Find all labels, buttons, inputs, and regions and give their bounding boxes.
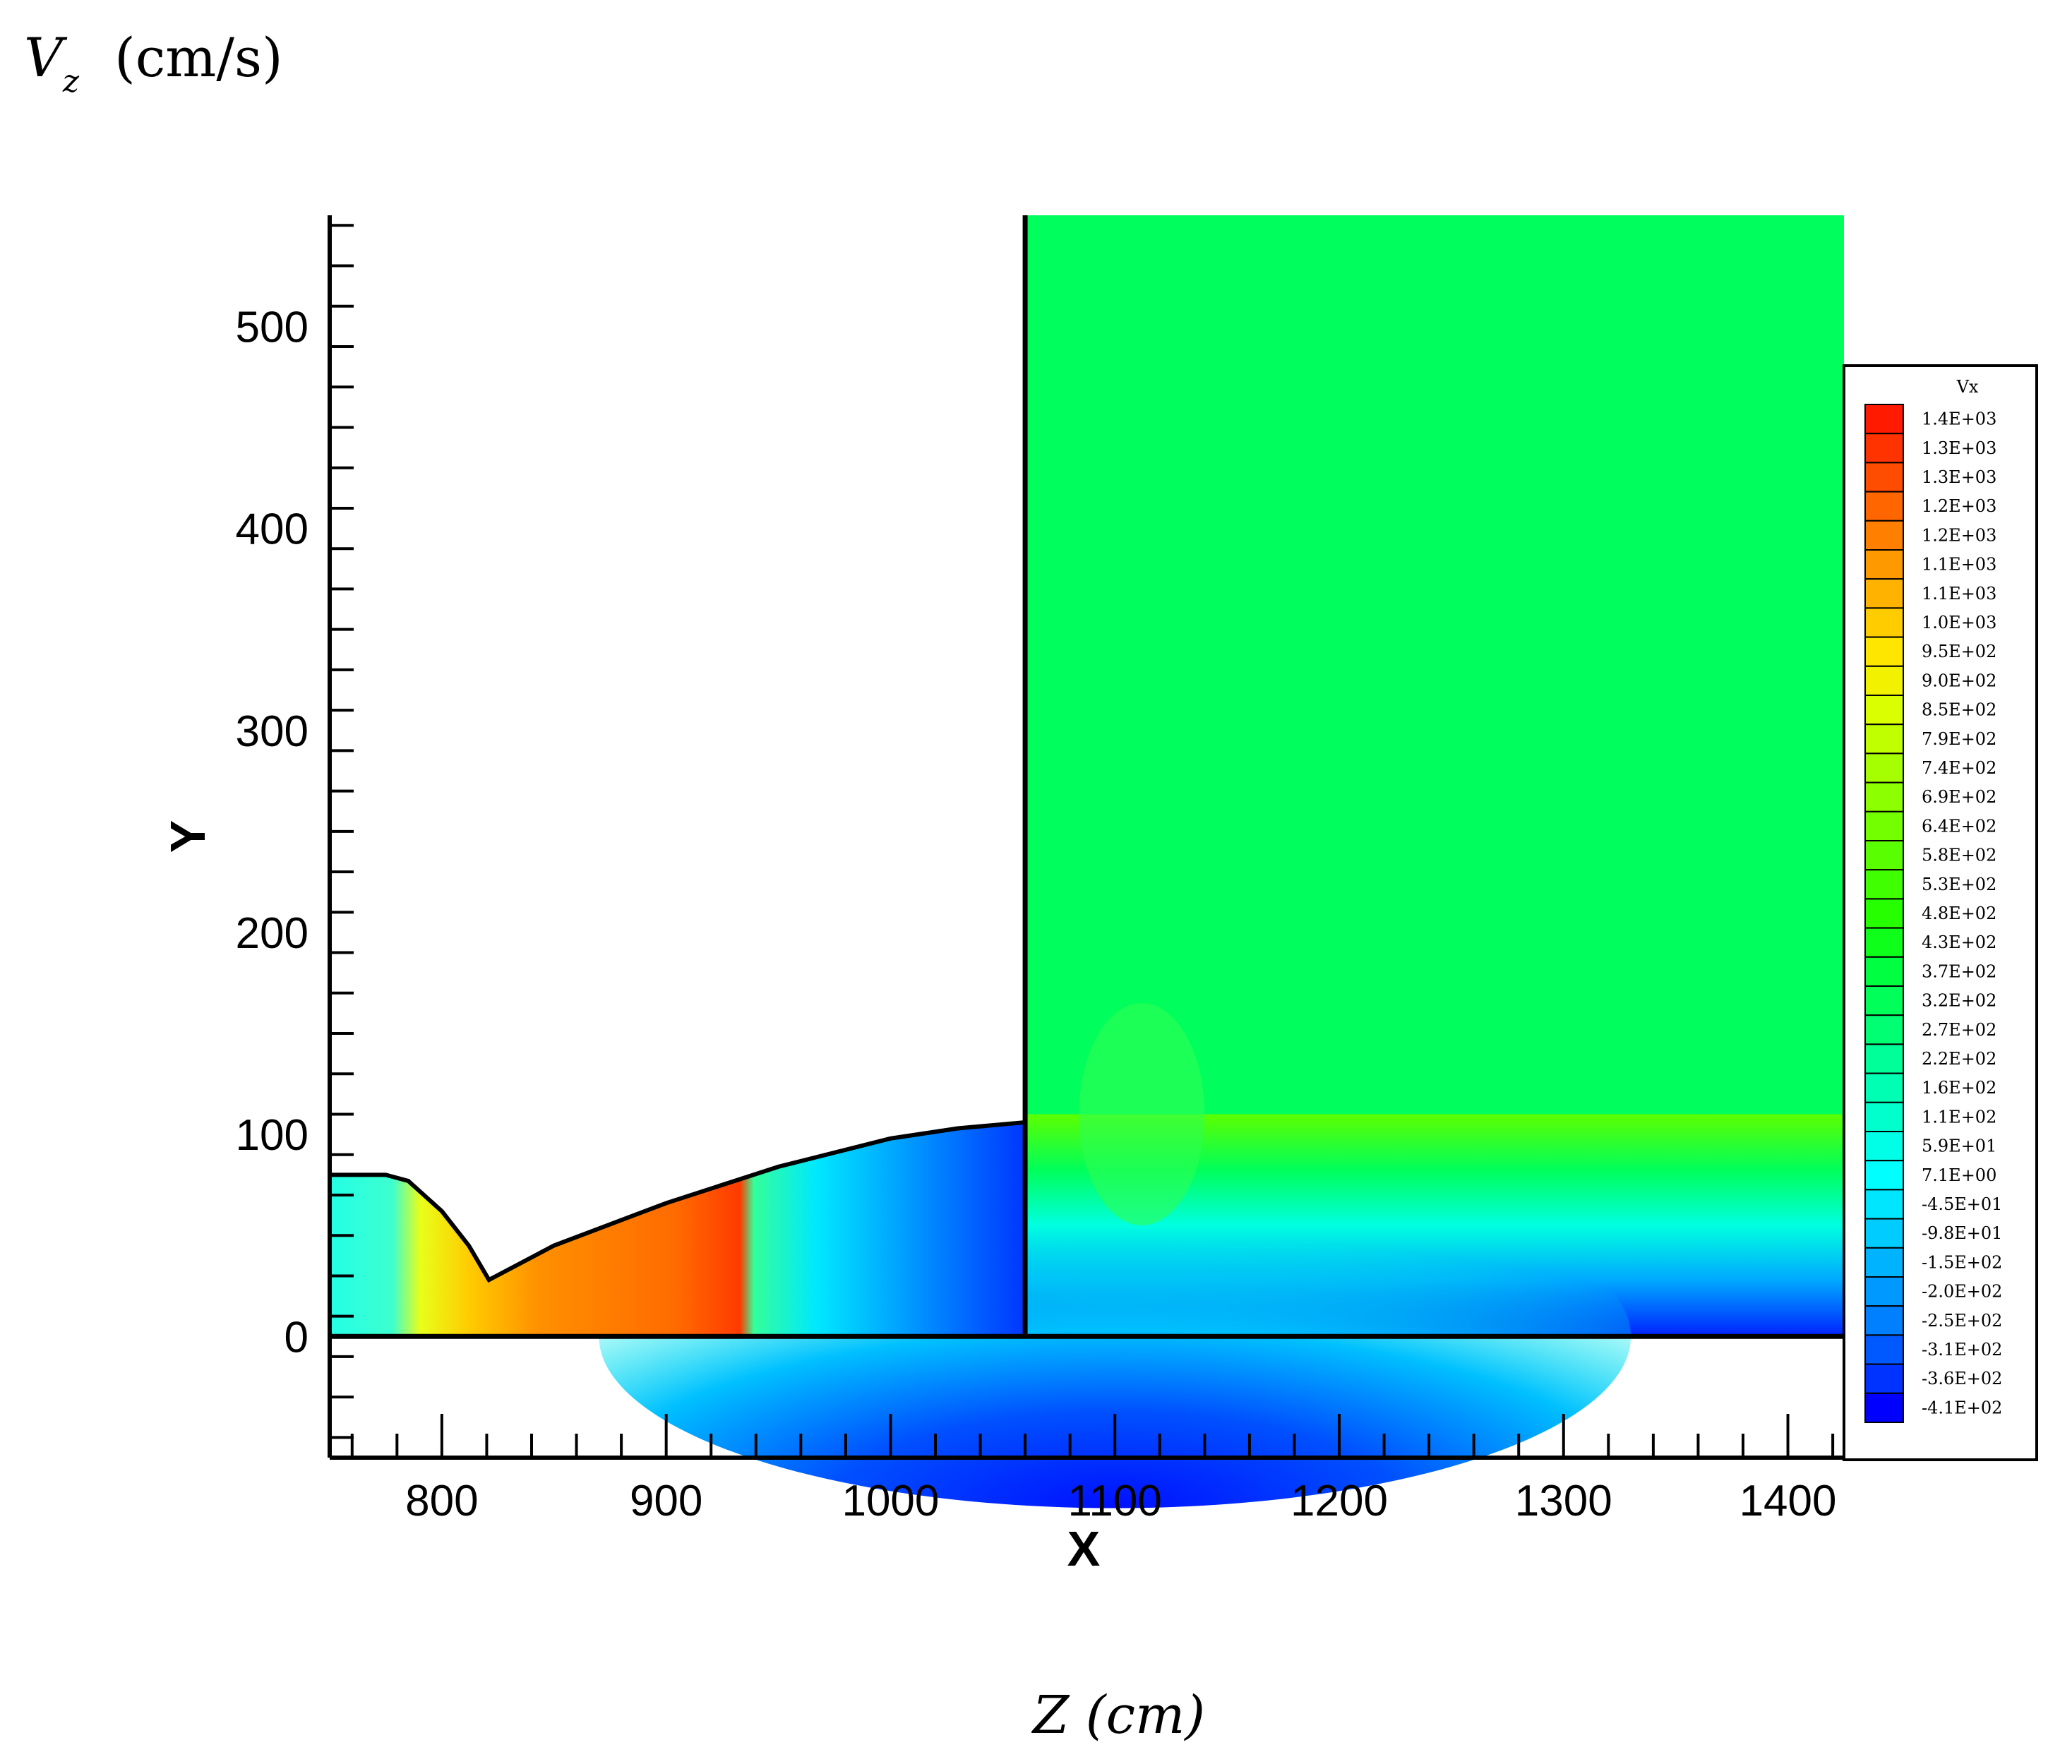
legend-swatch <box>1864 1101 1904 1133</box>
legend-level-label: 1.2E+03 <box>1922 525 1996 545</box>
color-legend: Vx 1.4E+03 1.3E+03 1.3E+03 1.2E+03 1.2E+03 1.1… <box>1843 364 2038 1461</box>
figure-header: Vz (cm/s) <box>24 26 283 100</box>
plume-bump <box>1079 1003 1205 1225</box>
legend-swatch <box>1864 840 1904 871</box>
legend-swatch <box>1864 578 1904 609</box>
legend-swatch <box>1864 781 1904 812</box>
legend-level-label: 1.6E+02 <box>1922 1078 1996 1098</box>
legend-swatch <box>1864 520 1904 551</box>
legend-level-label: -3.1E+02 <box>1922 1340 2002 1360</box>
free-surface-line <box>330 1120 1026 1283</box>
legend-level-label: 1.1E+03 <box>1922 584 1996 604</box>
legend-level-label: 6.4E+02 <box>1922 816 1996 836</box>
legend-title: Vx <box>1956 377 1979 397</box>
legend-swatch <box>1864 665 1904 696</box>
legend-level-label: 2.2E+02 <box>1922 1049 1996 1069</box>
legend-level-label: 6.9E+02 <box>1922 787 1996 807</box>
legend-swatch <box>1864 1014 1904 1045</box>
legend-level-label: -4.1E+02 <box>1922 1398 2002 1417</box>
legend-swatch <box>1864 1160 1904 1191</box>
y-tick-label: 300 <box>236 707 309 756</box>
legend-swatch <box>1864 1218 1904 1249</box>
legend-swatch <box>1864 956 1904 988</box>
legend-level-label: 7.1E+00 <box>1922 1165 1996 1185</box>
legend-level-label: 9.5E+02 <box>1922 642 1996 661</box>
legend-swatch <box>1864 1072 1904 1103</box>
legend-level-label: 1.4E+03 <box>1922 409 1996 429</box>
legend-level-label: 3.2E+02 <box>1922 991 1996 1011</box>
legend-level-label: 1.1E+03 <box>1922 555 1996 575</box>
legend-swatch <box>1864 869 1904 900</box>
legend-swatch <box>1864 549 1904 580</box>
legend-swatch <box>1864 752 1904 784</box>
legend-level-label: 7.9E+02 <box>1922 729 1996 749</box>
legend-level-label: -4.5E+01 <box>1922 1194 2002 1214</box>
x-tick-label: 800 <box>405 1477 478 1525</box>
legend-level-label: 3.7E+02 <box>1922 961 1996 981</box>
y-tick-label: 0 <box>285 1313 309 1362</box>
legend-level-label: -3.6E+02 <box>1922 1369 2002 1388</box>
y-tick-label: 400 <box>236 505 309 554</box>
legend-swatch <box>1864 1334 1904 1365</box>
legend-swatch <box>1864 1276 1904 1307</box>
legend-level-label: 5.9E+01 <box>1922 1136 1996 1156</box>
legend-level-label: 2.7E+02 <box>1922 1020 1996 1040</box>
header-unit: (cm/s) <box>114 26 283 89</box>
legend-swatch <box>1864 1131 1904 1162</box>
legend-level-label: 4.3E+02 <box>1922 932 1996 952</box>
header-variable: V <box>24 26 68 89</box>
legend-level-label: 1.2E+03 <box>1922 496 1996 516</box>
legend-level-label: 9.0E+02 <box>1922 671 1996 690</box>
legend-level-label: 8.5E+02 <box>1922 700 1996 720</box>
header-subscript: z <box>62 64 80 100</box>
legend-swatch <box>1864 1363 1904 1394</box>
legend-level-label: -2.0E+02 <box>1922 1282 2002 1302</box>
x-tick-label: 1300 <box>1515 1477 1612 1525</box>
legend-level-label: 1.0E+03 <box>1922 613 1996 632</box>
x-tick-label: 900 <box>630 1477 702 1525</box>
x-tick-label: 1100 <box>1068 1477 1162 1525</box>
legend-level-label: 7.4E+02 <box>1922 758 1996 778</box>
legend-swatch <box>1864 695 1904 726</box>
legend-swatch <box>1864 1247 1904 1278</box>
legend-swatch <box>1864 1305 1904 1336</box>
legend-swatch <box>1864 985 1904 1016</box>
x-tick-label: 1200 <box>1290 1477 1388 1525</box>
legend-swatch <box>1864 462 1904 493</box>
legend-swatch <box>1864 927 1904 958</box>
legend-swatch <box>1864 724 1904 755</box>
legend-swatch <box>1864 404 1904 435</box>
y-axis-label: Y <box>160 820 215 853</box>
legend-level-label: 5.3E+02 <box>1922 875 1996 894</box>
legend-swatch <box>1864 1392 1904 1424</box>
legend-swatch <box>1864 433 1904 464</box>
water-region <box>330 1122 1026 1337</box>
legend-swatch <box>1864 491 1904 522</box>
legend-level-label: -2.5E+02 <box>1922 1311 2002 1331</box>
legend-swatch <box>1864 1189 1904 1220</box>
legend-swatch <box>1864 1043 1904 1074</box>
legend-level-label: 1.3E+03 <box>1922 467 1996 487</box>
plot-area <box>330 215 1844 1508</box>
legend-level-label: 1.3E+03 <box>1922 438 1996 458</box>
x-tick-label: 1400 <box>1739 1477 1837 1525</box>
y-tick-label: 500 <box>236 303 309 352</box>
x-axis-label: X <box>1067 1521 1101 1576</box>
axes: 0 100 200 300 400 500 800 900 1000 1100 1200 1300 14… <box>160 215 1844 1576</box>
legend-swatch <box>1864 636 1904 667</box>
x-tick-label: 1000 <box>842 1477 939 1525</box>
legend-level-label: -1.5E+02 <box>1922 1252 2002 1272</box>
legend-level-label: 5.8E+02 <box>1922 846 1996 865</box>
legend-swatch <box>1864 810 1904 842</box>
y-tick-label: 200 <box>236 909 309 958</box>
legend-level-label: 4.8E+02 <box>1922 904 1996 923</box>
legend-level-label: -9.8E+01 <box>1922 1223 2002 1243</box>
legend-swatch <box>1864 898 1904 929</box>
legend-swatch <box>1864 607 1904 638</box>
y-tick-label: 100 <box>236 1111 309 1160</box>
figure-footer: Z (cm) <box>1031 1685 1205 1746</box>
legend-level-label: 1.1E+02 <box>1922 1107 1996 1127</box>
